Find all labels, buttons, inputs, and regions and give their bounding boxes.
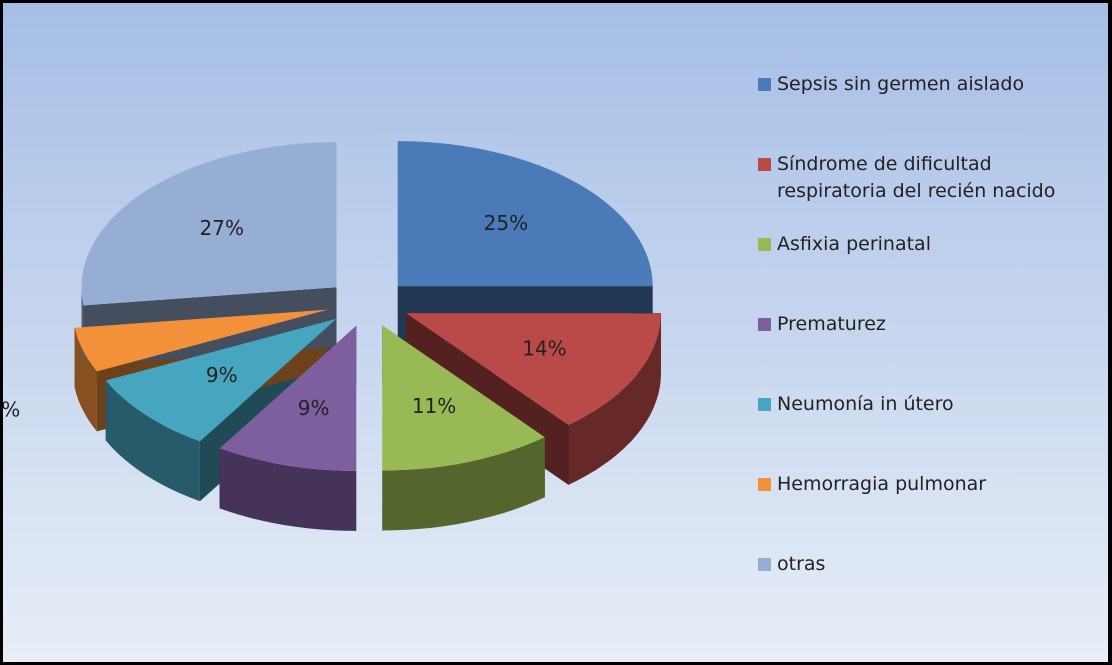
legend-item: Síndrome de dificultad respiratoria del … (758, 151, 1093, 231)
data-label: 5% (3, 398, 20, 422)
legend-label: Síndrome de dificultad respiratoria del … (777, 153, 1056, 202)
legend-label: Hemorragia pulmonar (777, 473, 987, 495)
legend-item: Asfixia perinatal (758, 231, 1093, 311)
legend-swatch (758, 398, 771, 411)
pie-area: 25% 14% 11% 9% 9% 5% 27% (3, 141, 662, 531)
slice (105, 318, 337, 442)
legend-label: Prematurez (777, 313, 886, 335)
legend-swatch (758, 318, 771, 331)
legend-swatch (758, 238, 771, 251)
pie-tops (74, 141, 661, 471)
slice (406, 313, 661, 425)
data-label: 27% (200, 216, 244, 240)
data-label: 9% (206, 363, 238, 387)
slice (382, 325, 545, 471)
legend: Sepsis sin germen aislado Síndrome de dif… (758, 71, 1093, 631)
legend-swatch (758, 158, 771, 171)
legend-label: Neumonía in útero (777, 393, 954, 415)
legend-item: Prematurez (758, 311, 1093, 391)
legend-swatch (758, 478, 771, 491)
slice-side (568, 313, 661, 485)
legend-item: Neumonía in útero (758, 391, 1093, 471)
legend-label: otras (777, 553, 826, 575)
data-label: 14% (522, 337, 566, 361)
slice-side (382, 437, 545, 531)
slice (74, 309, 328, 372)
slice (397, 141, 653, 287)
legend-swatch (758, 78, 771, 91)
data-label: 25% (484, 211, 528, 235)
legend-item: Hemorragia pulmonar (758, 471, 1093, 551)
legend-label: Asfixia perinatal (777, 233, 931, 255)
pie-labels: 25% 14% 11% 9% 9% 5% 27% (3, 211, 567, 421)
legend-item: otras (758, 551, 1093, 631)
legend-label: Sepsis sin germen aislado (777, 73, 1025, 95)
legend-swatch (758, 558, 771, 571)
data-label: 9% (298, 396, 330, 420)
slice-side (219, 448, 357, 531)
data-label: 11% (412, 394, 456, 418)
slice-side (105, 380, 200, 502)
slice (219, 325, 357, 471)
legend-item: Sepsis sin germen aislado (758, 71, 1093, 151)
slice-side (74, 327, 97, 432)
slice (81, 142, 337, 306)
